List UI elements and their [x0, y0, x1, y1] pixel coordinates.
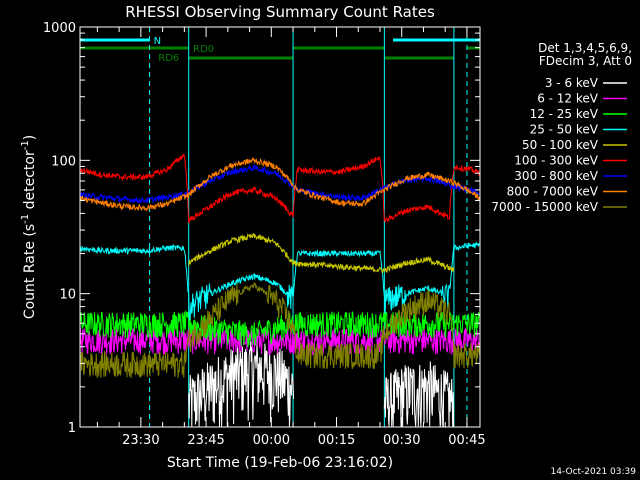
series-line-6-12-kev	[79, 327, 481, 356]
series-line-3-6-kev	[383, 361, 455, 427]
observing-flags: N RD0 RD6	[80, 36, 480, 64]
legend-label-4: 50 - 100 keV	[522, 138, 599, 152]
series-line-800-7000-kev	[79, 156, 481, 212]
plot-frame	[79, 26, 481, 428]
legend-header-line-2: FDecim 3, Att 0	[539, 54, 632, 68]
legend-label-3: 25 - 50 keV	[530, 123, 599, 137]
legend-label-0: 3 - 6 keV	[545, 76, 599, 90]
legend-label-2: 12 - 25 keV	[530, 107, 599, 121]
flag-label-rd6: RD6	[158, 53, 179, 64]
legend-label-1: 6 - 12 keV	[537, 92, 599, 106]
legend-label-5: 100 - 300 keV	[514, 154, 598, 168]
series-line-25-50-kev	[79, 241, 481, 321]
series-line-3-6-kev	[188, 341, 295, 427]
x-tick-label: 23:30	[122, 433, 159, 448]
flag-label-n: N	[154, 36, 161, 47]
series-line-50-100-kev	[188, 233, 455, 273]
series-line-7000-15000-kev	[79, 281, 481, 379]
x-tick-label: 00:45	[448, 433, 485, 448]
y-axis-label: Count Rate (s-1 detector-1)	[20, 135, 38, 319]
y-tick-label: 10	[59, 288, 76, 303]
axes: 1 10 100 1000 23:30 23:45 00:00 00:15 00:30 00:45	[43, 21, 486, 448]
series-line-12-25-kev	[79, 310, 480, 348]
legend-label-6: 300 - 800 keV	[514, 169, 598, 183]
legend-label-7: 800 - 7000 keV	[507, 185, 599, 199]
legend-label-8: 7000 - 15000 keV	[491, 200, 598, 214]
flag-label-rd0: RD0	[193, 44, 214, 55]
x-axis-label: Start Time (19-Feb-06 23:16:02)	[167, 455, 393, 471]
count-rate-series	[79, 154, 481, 427]
chart-title: RHESSI Observing Summary Count Rates	[125, 3, 435, 21]
x-tick-label: 00:00	[253, 433, 290, 448]
series-line-300-800-kev	[79, 163, 481, 204]
x-tick-label: 00:30	[383, 433, 420, 448]
x-tick-label: 23:45	[187, 433, 224, 448]
timestamp: 14-Oct-2021 03:39	[551, 467, 637, 477]
y-tick-label: 1000	[43, 21, 76, 36]
y-tick-label: 1	[68, 421, 76, 436]
series-line-100-300-kev	[79, 154, 480, 224]
y-tick-label: 100	[51, 154, 76, 169]
x-tick-label: 00:15	[318, 433, 355, 448]
legend-header-line-1: Det 1,3,4,5,6,9,	[538, 41, 632, 55]
